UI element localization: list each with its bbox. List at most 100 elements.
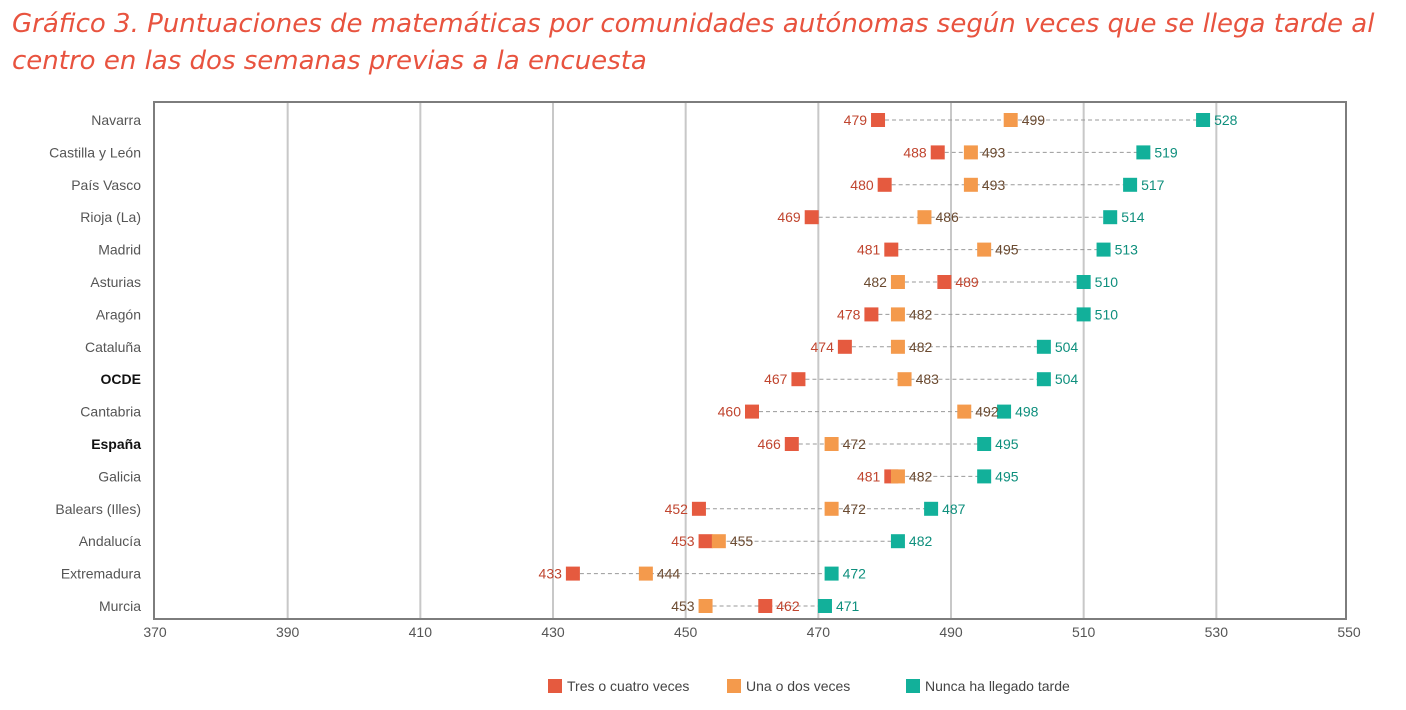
x-tick-label: 470: [807, 624, 831, 640]
data-point-marker: [758, 599, 773, 613]
data-point-marker: [824, 566, 839, 581]
data-value-label: 453: [671, 533, 695, 549]
data-value-label: 467: [764, 371, 788, 387]
row-group: 467 483 504: [764, 371, 1078, 387]
data-value-label: 472: [843, 501, 867, 517]
data-point-marker: [817, 599, 832, 613]
data-value-label: 444: [657, 566, 681, 582]
data-value-label: 472: [843, 566, 867, 582]
data-point-marker: [1076, 307, 1091, 322]
x-tick-label: 370: [143, 624, 167, 640]
data-point-marker: [1196, 113, 1211, 127]
data-value-label: 462: [776, 598, 800, 614]
category-label: Rioja (La): [80, 209, 141, 225]
x-tick-label: 510: [1072, 624, 1096, 640]
data-point-marker: [804, 210, 819, 225]
row-group: 453 455 482: [671, 533, 932, 549]
data-point-marker: [917, 210, 932, 225]
data-point-marker: [864, 307, 879, 322]
data-value-label: 483: [916, 371, 940, 387]
row-group: 460 492 498: [718, 404, 1039, 420]
data-point-marker: [890, 307, 905, 322]
data-point-marker: [791, 372, 806, 387]
data-value-label: 474: [811, 339, 835, 355]
x-tick-label: 410: [409, 624, 433, 640]
plot-frame: [153, 101, 1347, 620]
category-labels: Navarra Castilla y León País Vasco Rioja (L…: [49, 112, 141, 614]
data-value-label: 495: [995, 468, 1019, 484]
data-value-label: 480: [850, 177, 874, 193]
category-label: Cataluña: [85, 339, 141, 355]
data-value-label: 471: [836, 598, 860, 614]
data-point-marker: [890, 469, 905, 484]
legend-label: Una o dos veces: [746, 678, 850, 694]
data-point-marker: [977, 242, 992, 257]
data-value-label: 482: [909, 339, 933, 355]
category-label: OCDE: [101, 371, 141, 387]
data-point-marker: [837, 339, 852, 354]
x-tick-label: 530: [1205, 624, 1229, 640]
data-point-marker: [691, 501, 706, 516]
legend-swatch: [548, 679, 562, 693]
data-point-marker: [638, 566, 653, 581]
row-group: 462 453 471: [671, 598, 859, 614]
data-value-label: 492: [975, 404, 999, 420]
category-label: Murcia: [99, 598, 141, 614]
x-tick-label: 550: [1337, 624, 1361, 640]
data-value-label: 495: [995, 242, 1019, 258]
data-value-label: 498: [1015, 404, 1039, 420]
row-group: 469 486 514: [777, 209, 1144, 225]
data-point-marker: [930, 145, 945, 160]
data-value-label: 482: [909, 468, 933, 484]
data-value-label: 479: [844, 112, 868, 128]
data-value-label: 499: [1022, 112, 1046, 128]
category-label: País Vasco: [71, 177, 141, 193]
legend-label: Tres o cuatro veces: [567, 678, 689, 694]
data-point-marker: [963, 145, 978, 160]
data-point-marker: [890, 275, 905, 289]
data-value-label: 481: [857, 242, 881, 258]
category-label: Navarra: [91, 112, 141, 128]
data-value-label: 472: [843, 436, 867, 452]
data-point-marker: [824, 437, 839, 451]
data-point-marker: [977, 469, 992, 484]
data-value-label: 478: [837, 306, 861, 322]
data-point-marker: [1096, 242, 1111, 257]
data-point-marker: [1036, 339, 1051, 354]
category-label: España: [91, 436, 141, 452]
data-value-label: 493: [982, 177, 1006, 193]
data-point-marker: [884, 242, 899, 257]
data-point-marker: [1076, 275, 1091, 289]
data-point-marker: [824, 501, 839, 516]
data-value-label: 489: [955, 274, 979, 290]
row-group: 480 493 517: [850, 177, 1164, 193]
data-value-label: 528: [1214, 112, 1238, 128]
data-value-label: 453: [671, 598, 695, 614]
data-value-label: 504: [1055, 339, 1079, 355]
row-group: 481 495 513: [857, 242, 1138, 258]
data-value-label: 493: [982, 144, 1006, 160]
data-point-marker: [745, 404, 759, 419]
row-group: 478 482 510: [837, 306, 1118, 322]
data-value-label: 469: [777, 209, 801, 225]
data-value-label: 513: [1115, 242, 1139, 258]
legend-swatch: [906, 679, 920, 693]
data-point-marker: [565, 566, 580, 581]
data-value-label: 519: [1154, 144, 1178, 160]
data-point-marker: [1123, 177, 1138, 192]
data-point-marker: [784, 437, 799, 451]
x-axis-ticks: 370 390 410 430 450 470 490 510 530 550: [143, 624, 1361, 640]
data-value-label: 452: [665, 501, 689, 517]
data-point-marker: [963, 177, 978, 192]
data-value-label: 482: [864, 274, 888, 290]
data-point-marker: [1036, 372, 1051, 387]
category-label: Madrid: [98, 242, 141, 258]
data-point-marker: [871, 113, 886, 127]
x-tick-label: 490: [939, 624, 963, 640]
category-label: Galicia: [98, 468, 141, 484]
gridlines: [286, 102, 1218, 619]
data-point-marker: [1103, 210, 1118, 225]
legend: Tres o cuatro veces Una o dos veces Nunca …: [548, 678, 1070, 694]
